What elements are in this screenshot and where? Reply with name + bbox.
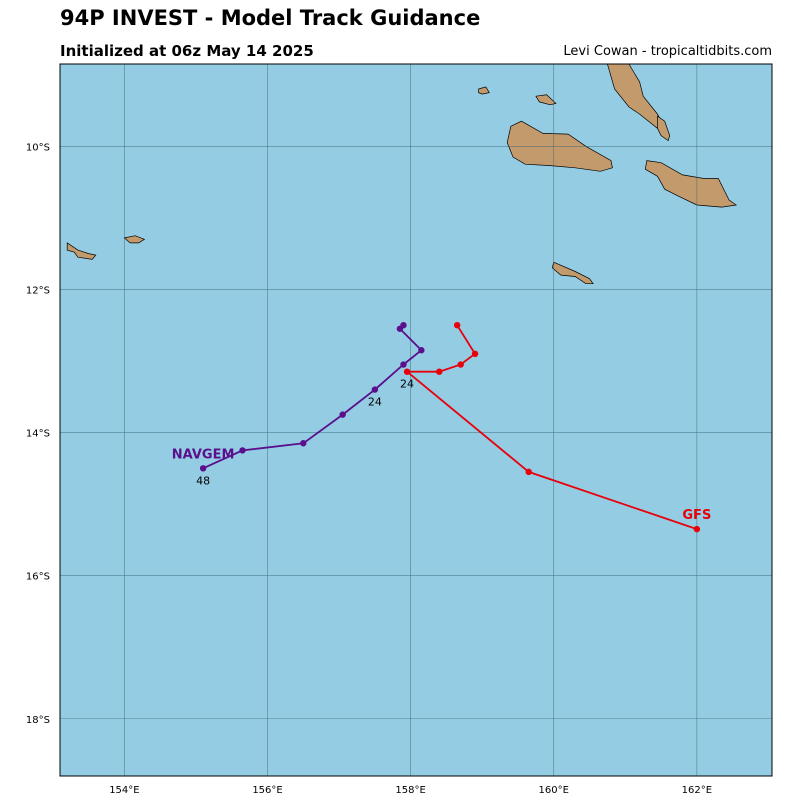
ocean-layer: [60, 64, 772, 776]
gfs-track: 24 GFS: [400, 321, 711, 533]
model-tracks: 24 48 NAVGEM 24 GFS: [172, 321, 711, 533]
island-makira: [644, 160, 738, 208]
map-frame: [59, 63, 773, 777]
navgem-track-point: [418, 347, 425, 354]
island-savo: [535, 94, 557, 106]
island-rennell-island-east: [551, 261, 594, 285]
lon-tick-label: 156°E: [252, 785, 282, 796]
lon-tick-label: 158°E: [395, 785, 425, 796]
gfs-track-point: [525, 468, 532, 476]
navgem-model-label: NAVGEM: [172, 447, 235, 462]
gfs-model-label: GFS: [682, 508, 711, 523]
lat-tick-label: 10°S: [26, 142, 50, 153]
island-rennell: [66, 242, 97, 260]
gfs-track-point: [471, 350, 479, 358]
page-title: 94P INVEST - Model Track Guidance: [60, 6, 481, 30]
gfs-track-point: [457, 361, 464, 368]
navgem-track-point: [400, 361, 407, 368]
navgem-track-point: [239, 447, 246, 454]
navgem-track-point: [199, 465, 207, 472]
navgem-hour-label: 48: [196, 474, 210, 487]
gfs-track-point: [403, 368, 411, 375]
navgem-track-point: [300, 440, 307, 447]
lat-tick-label: 18°S: [26, 715, 50, 726]
navgem-hour-label: 24: [368, 396, 382, 409]
lat-tick-label: 16°S: [26, 572, 50, 583]
island-bellona: [123, 235, 146, 244]
lat-tick-label: 14°S: [26, 429, 50, 440]
lon-tick-label: 160°E: [539, 785, 569, 796]
map-border: [59, 63, 773, 777]
island-maramasike: [657, 115, 671, 142]
gfs-track-point: [436, 368, 443, 375]
gfs-hour-label: 24: [400, 378, 414, 391]
navgem-track: 24 48 NAVGEM: [172, 321, 425, 487]
gfs-track-point: [693, 525, 701, 533]
lat-tick-label: 12°S: [26, 285, 50, 296]
gfs-track-point: [453, 321, 461, 329]
gridlines: [60, 64, 772, 776]
island-russell: [478, 86, 490, 95]
navgem-track-point: [339, 411, 346, 418]
credit-text: Levi Cowan - tropicaltidbits.com: [563, 44, 772, 59]
axis-tick-labels: 154°E 156°E 158°E 160°E 162°E 10°S 12°S 14°S 16°…: [26, 142, 712, 796]
init-time-subtitle: Initialized at 06z May 14 2025: [60, 42, 314, 60]
ocean: [60, 64, 772, 776]
lon-tick-label: 162°E: [682, 785, 712, 796]
navgem-track-point: [396, 325, 404, 332]
lon-tick-label: 154°E: [109, 785, 139, 796]
navgem-track-point: [371, 386, 379, 393]
